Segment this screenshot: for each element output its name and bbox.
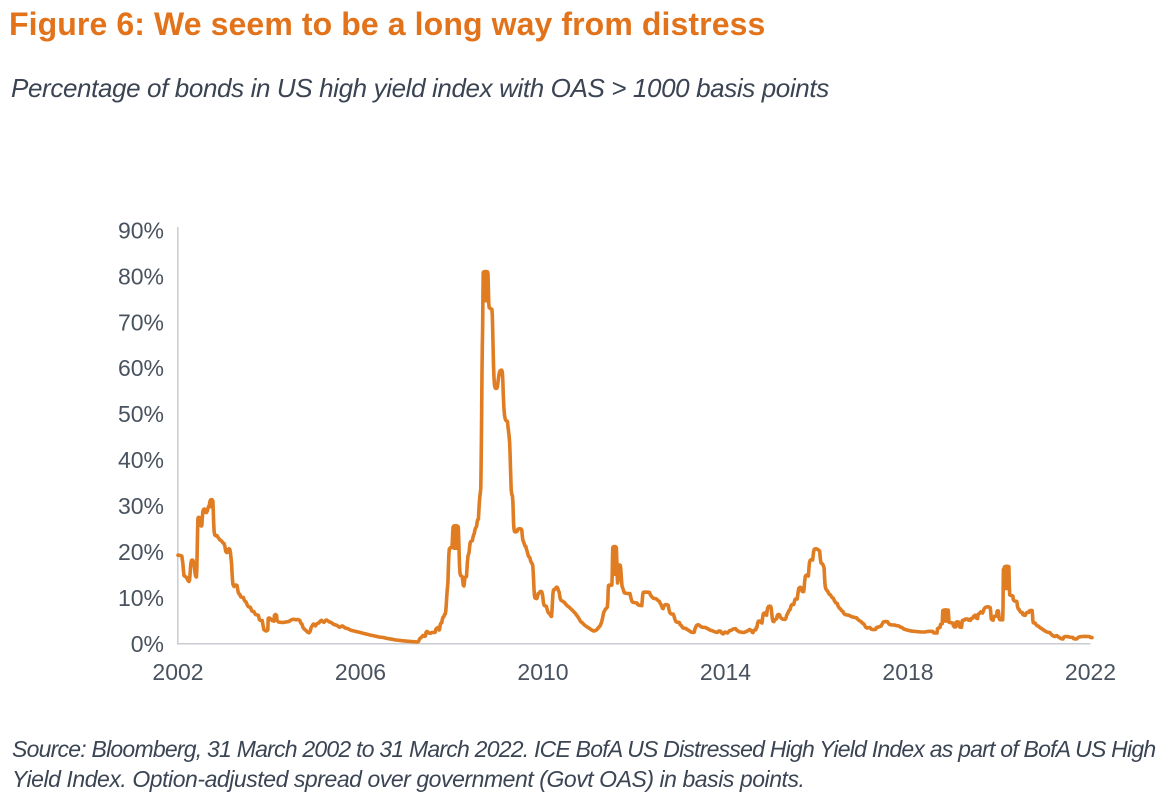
svg-text:20%: 20% bbox=[118, 539, 164, 565]
svg-text:2014: 2014 bbox=[700, 659, 751, 685]
svg-text:10%: 10% bbox=[118, 585, 164, 611]
svg-text:80%: 80% bbox=[118, 263, 164, 289]
svg-text:2010: 2010 bbox=[517, 659, 568, 685]
svg-text:90%: 90% bbox=[118, 217, 164, 243]
svg-text:50%: 50% bbox=[118, 401, 164, 427]
svg-text:70%: 70% bbox=[118, 309, 164, 335]
svg-text:2018: 2018 bbox=[882, 659, 933, 685]
svg-text:2022: 2022 bbox=[1065, 659, 1116, 685]
svg-text:60%: 60% bbox=[118, 355, 164, 381]
svg-text:30%: 30% bbox=[118, 493, 164, 519]
svg-text:0%: 0% bbox=[131, 631, 164, 657]
svg-text:2002: 2002 bbox=[152, 659, 203, 685]
svg-text:2006: 2006 bbox=[335, 659, 386, 685]
svg-text:40%: 40% bbox=[118, 447, 164, 473]
